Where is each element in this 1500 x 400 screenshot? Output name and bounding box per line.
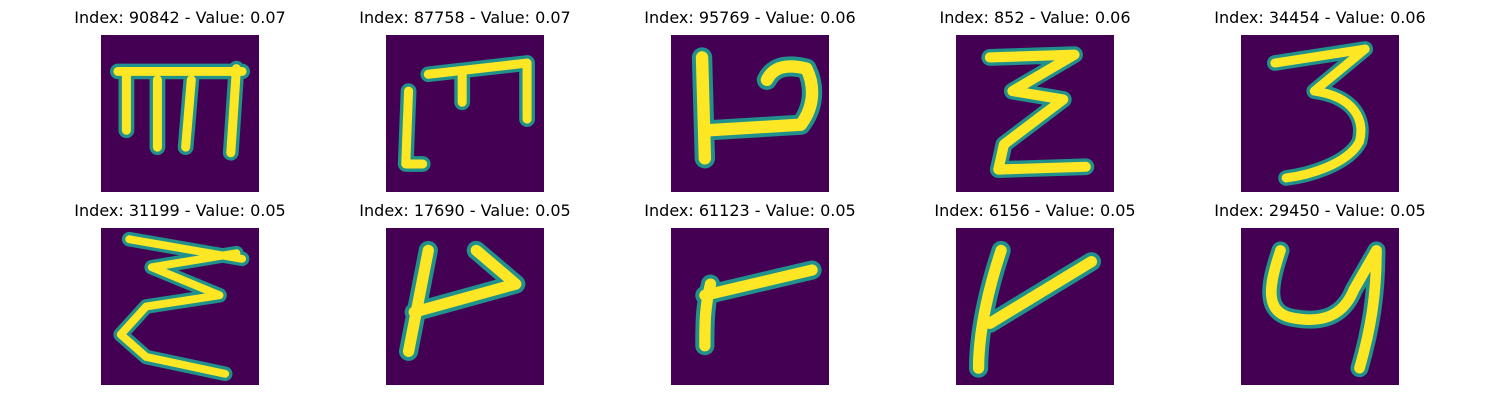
- panel-title: Index: 34454 - Value: 0.06: [1214, 8, 1426, 27]
- panel-title: Index: 29450 - Value: 0.05: [1214, 201, 1426, 220]
- panel-title: Index: 95769 - Value: 0.06: [644, 8, 856, 27]
- digit-image: [386, 228, 544, 385]
- panel-title: Index: 87758 - Value: 0.07: [359, 8, 571, 27]
- panel-title: Index: 17690 - Value: 0.05: [359, 201, 571, 220]
- panel: Index: 95769 - Value: 0.06: [630, 7, 870, 192]
- digit-image: [101, 228, 259, 385]
- panel-title: Index: 852 - Value: 0.06: [939, 8, 1131, 27]
- panel-title: Index: 6156 - Value: 0.05: [934, 201, 1136, 220]
- digit-image: [671, 228, 829, 385]
- digit-image: [956, 228, 1114, 385]
- panel: Index: 31199 - Value: 0.05: [60, 200, 300, 385]
- digit-image: [1241, 35, 1399, 192]
- digit-image: [956, 35, 1114, 192]
- panel: Index: 6156 - Value: 0.05: [915, 200, 1155, 385]
- digit-image: [386, 35, 544, 192]
- panel-title: Index: 31199 - Value: 0.05: [74, 201, 286, 220]
- panel: Index: 61123 - Value: 0.05: [630, 200, 870, 385]
- panel-title: Index: 90842 - Value: 0.07: [74, 8, 286, 27]
- panel: Index: 87758 - Value: 0.07: [345, 7, 585, 192]
- digit-image: [671, 35, 829, 192]
- digit-image: [101, 35, 259, 192]
- panel: Index: 852 - Value: 0.06: [915, 7, 1155, 192]
- panel: Index: 17690 - Value: 0.05: [345, 200, 585, 385]
- panel-title: Index: 61123 - Value: 0.05: [644, 201, 856, 220]
- panel: Index: 29450 - Value: 0.05: [1200, 200, 1440, 385]
- panel: Index: 34454 - Value: 0.06: [1200, 7, 1440, 192]
- digit-image: [1241, 228, 1399, 385]
- panel: Index: 90842 - Value: 0.07: [60, 7, 300, 192]
